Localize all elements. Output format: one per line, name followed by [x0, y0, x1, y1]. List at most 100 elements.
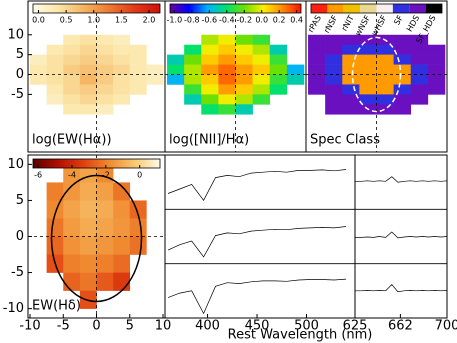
map-cell — [308, 44, 326, 55]
colorbar-tick-label: 0.5 — [60, 16, 73, 25]
map-cell — [29, 54, 47, 65]
map-cell — [79, 84, 97, 95]
map-cell — [252, 54, 271, 65]
map-cell — [201, 84, 219, 95]
colorbar-tick-label: -4 — [68, 171, 76, 180]
map-cell — [46, 182, 64, 201]
map-cell — [167, 64, 185, 75]
map-cell — [325, 104, 343, 115]
colorbar-class — [376, 4, 393, 13]
spectrum — [167, 278, 347, 315]
map-cell — [410, 54, 429, 65]
class-label: rPAS — [306, 14, 323, 34]
map-cell — [235, 84, 253, 95]
map-cell — [129, 74, 147, 85]
spectrum — [355, 283, 448, 293]
map-cell — [308, 54, 326, 65]
map-cell — [113, 34, 131, 46]
class-label: wHSF — [370, 13, 389, 37]
colorbar-tick-label: 0.0 — [255, 16, 268, 25]
map-cell — [308, 64, 326, 75]
colorbar-tick-label: -1.0 — [167, 16, 183, 25]
map-cell — [410, 74, 429, 85]
map-cell — [201, 54, 219, 65]
colorbar-tick-label: -6 — [34, 171, 42, 180]
map-cell — [410, 34, 429, 46]
map-cell — [393, 54, 412, 65]
map-cell — [235, 64, 253, 75]
map-cell — [96, 182, 114, 201]
map-cell — [46, 236, 64, 255]
map-cell — [113, 54, 131, 65]
map-cell — [269, 84, 288, 95]
map-cell — [218, 84, 236, 95]
map-cell — [269, 64, 288, 75]
map-cell — [393, 84, 412, 95]
map-cell — [218, 94, 236, 105]
map-cell — [376, 104, 394, 115]
map-cell — [96, 84, 114, 95]
map-cell — [79, 182, 97, 201]
aperture-ellipse — [50, 174, 143, 303]
map-cell — [96, 94, 114, 105]
map-cell — [63, 164, 81, 183]
map-cell — [201, 34, 219, 46]
map-cell — [252, 44, 271, 55]
map-cell — [46, 64, 64, 75]
x-tick-label: 450 — [245, 319, 270, 334]
map-cell — [79, 64, 97, 75]
x-tick-label: 10 — [155, 319, 172, 334]
map-cell — [393, 104, 412, 115]
colorbar-tick-label: -0.8 — [184, 16, 200, 25]
colorbar-class — [327, 4, 344, 13]
map-cell — [269, 44, 288, 55]
map-cell — [63, 34, 81, 46]
map-cell — [201, 64, 219, 75]
map-cell — [113, 182, 131, 201]
map-cell — [325, 84, 343, 95]
map-cell — [96, 74, 114, 85]
map-cell — [113, 64, 131, 75]
panel-label: Spec Class — [310, 133, 380, 148]
map-cell — [184, 54, 202, 65]
map-cell — [63, 74, 81, 85]
map-cell — [359, 74, 377, 85]
aperture-ellipse — [351, 36, 402, 113]
map-cell — [376, 84, 394, 95]
map-cell — [96, 64, 114, 75]
map-cell — [376, 64, 394, 75]
map-cell — [46, 200, 64, 219]
map-cell — [342, 104, 360, 115]
map-cell — [325, 44, 343, 55]
map-cell — [325, 54, 343, 65]
colorbar — [32, 3, 161, 14]
map-cell — [96, 200, 114, 219]
map-cell — [167, 54, 185, 65]
y-tick-label: 10 — [7, 157, 24, 172]
map-cell — [113, 236, 131, 255]
x-tick-label: -10 — [19, 319, 40, 334]
map-cell — [96, 218, 114, 237]
x-tick-label: 662 — [388, 319, 413, 334]
x-tick-label: 500 — [294, 319, 319, 334]
x-tick-label: 5 — [126, 319, 134, 334]
map-cell — [410, 94, 429, 105]
class-label: HDS — [405, 14, 421, 33]
x-tick-label: 625 — [343, 319, 368, 334]
map-cell — [46, 94, 64, 105]
map-cell — [410, 64, 429, 75]
y-tick-label: 10 — [7, 27, 24, 42]
map-cell — [235, 104, 253, 115]
map-cell — [129, 44, 147, 55]
map-cell — [427, 54, 446, 65]
map-cell — [63, 54, 81, 65]
x-tick-label: 400 — [195, 319, 220, 334]
map-cell — [235, 94, 253, 105]
colorbar-frame — [310, 3, 443, 14]
map-cell — [63, 200, 81, 219]
map-cell — [184, 44, 202, 55]
map-cell — [96, 34, 114, 46]
map-cell — [63, 218, 81, 237]
map-cell — [113, 44, 131, 55]
